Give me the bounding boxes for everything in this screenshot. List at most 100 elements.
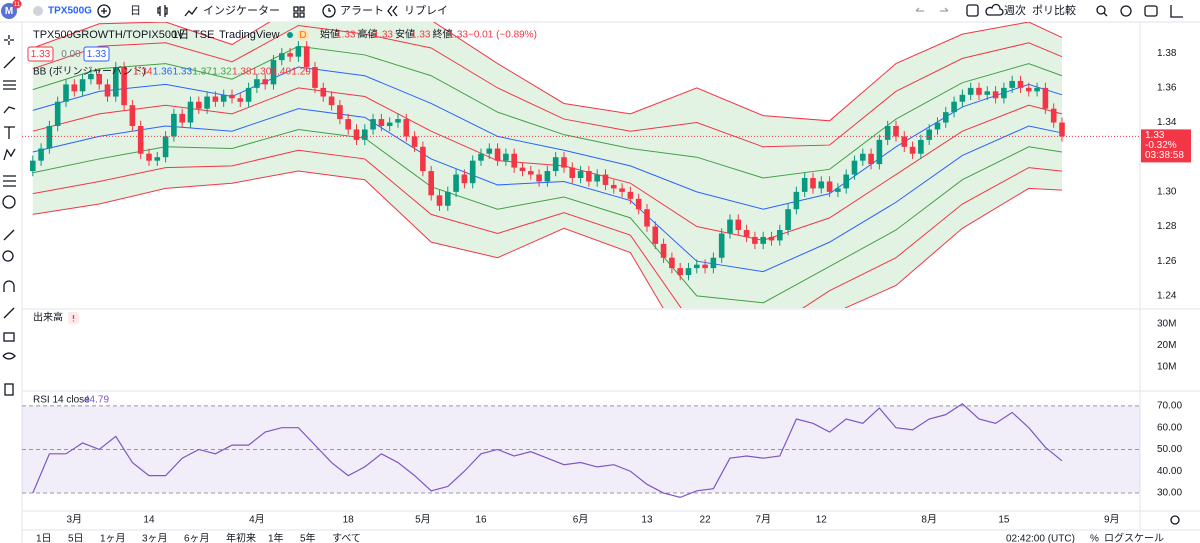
pattern-tool[interactable] xyxy=(3,148,16,161)
price-box[interactable] xyxy=(27,46,54,62)
x-tick-label: 6月 xyxy=(573,514,589,526)
candle-body xyxy=(652,226,659,244)
add-symbol-plus xyxy=(101,8,107,14)
zoom-tool[interactable] xyxy=(2,250,14,262)
trendline-tool[interactable] xyxy=(3,56,16,69)
price-tag-change: -0.32% xyxy=(1145,140,1177,151)
visibility-tool[interactable] xyxy=(2,352,16,360)
candle-body xyxy=(685,268,692,276)
range-button[interactable]: 1日 xyxy=(36,534,52,543)
range-button[interactable]: すべて xyxy=(332,533,361,543)
compare-button[interactable]: ポリ比較 xyxy=(1032,3,1076,17)
candle-body xyxy=(270,60,277,85)
add-symbol-icon[interactable] xyxy=(97,4,111,18)
candle-body xyxy=(262,79,268,85)
emoji-tool[interactable] xyxy=(2,195,16,209)
ohlc-value: 1.33 xyxy=(336,30,356,41)
replay-button[interactable]: リプレイ xyxy=(404,4,448,17)
axis-settings-icon[interactable] xyxy=(1170,515,1180,525)
price-tag: 1.33-0.32%03:38:58 xyxy=(1141,129,1191,163)
candle-body xyxy=(154,157,161,161)
range-button[interactable]: 1ヶ月 xyxy=(100,533,126,543)
candle-body xyxy=(229,94,235,99)
candle-body xyxy=(577,171,584,178)
more-icon[interactable] xyxy=(1170,5,1183,18)
candle-body xyxy=(976,87,982,95)
candle-body xyxy=(835,188,841,192)
candle-body xyxy=(237,98,244,102)
candle-body xyxy=(46,126,53,149)
price-box[interactable] xyxy=(83,46,110,62)
band-line xyxy=(32,149,1063,308)
range-button[interactable]: 6ヶ月 xyxy=(184,533,210,543)
weekly-button[interactable]: 週次 xyxy=(1004,3,1026,17)
x-tick-label: 16 xyxy=(475,515,487,526)
delete-tool[interactable] xyxy=(4,383,14,396)
fullscreen-icon[interactable] xyxy=(966,4,979,17)
settings-icon[interactable] xyxy=(1120,5,1132,17)
bb-value: 1.38 xyxy=(232,67,252,78)
candle-body xyxy=(486,148,493,154)
fib-tool[interactable] xyxy=(3,80,16,90)
candle-body xyxy=(586,171,592,182)
candle-body xyxy=(561,157,567,168)
range-button[interactable]: 5日 xyxy=(68,534,84,543)
magnet-tool[interactable] xyxy=(3,280,15,292)
candle-body xyxy=(503,153,509,161)
crosshair-tool[interactable] xyxy=(4,35,14,45)
interval-button[interactable]: 日 xyxy=(130,5,141,17)
x-tick-label: 5月 xyxy=(415,514,431,526)
layout-icon[interactable] xyxy=(293,6,305,18)
undo-icon[interactable] xyxy=(915,7,924,12)
symbol-button[interactable]: TPX500G xyxy=(48,6,92,17)
candle-body xyxy=(926,129,932,140)
chart-type-icon[interactable] xyxy=(157,5,168,17)
candle-body xyxy=(121,67,127,106)
search-icon[interactable] xyxy=(1096,5,1108,17)
candle-body xyxy=(810,178,816,189)
candle-body xyxy=(735,219,742,230)
range-button[interactable]: 3ヶ月 xyxy=(142,533,168,543)
candle-body xyxy=(669,257,675,269)
indicators-icon xyxy=(184,6,198,17)
text-tool[interactable] xyxy=(4,126,15,139)
range-button[interactable]: 年初来 xyxy=(226,532,256,543)
candle-body xyxy=(660,243,667,258)
indicators-button[interactable]: インジケーター xyxy=(203,4,280,17)
x-tick-label: 4月 xyxy=(249,514,265,526)
candle-body xyxy=(63,84,69,102)
candle-body xyxy=(104,84,111,97)
candle-body xyxy=(527,171,534,175)
candle-body xyxy=(88,74,94,80)
candle-body xyxy=(544,171,551,182)
brush-tool[interactable] xyxy=(3,106,16,114)
lock-tool[interactable] xyxy=(3,332,15,342)
candle-body xyxy=(245,87,252,102)
percent-toggle[interactable]: % xyxy=(1090,534,1099,543)
bb-value: 1.37 xyxy=(192,67,212,78)
stay-drawing-tool[interactable] xyxy=(3,307,15,319)
candle-body xyxy=(942,112,949,123)
ohlc-label: 終値 xyxy=(433,28,453,41)
snapshot-icon[interactable] xyxy=(1144,5,1158,17)
candle-body xyxy=(129,105,136,126)
prediction-tool[interactable] xyxy=(3,175,16,187)
avatar[interactable] xyxy=(1,3,17,19)
symbol-icon xyxy=(33,6,43,16)
alert-button[interactable]: アラート xyxy=(340,5,384,17)
ohlc-label: 高値 xyxy=(358,28,378,41)
x-tick-label: 22 xyxy=(700,515,712,526)
range-button[interactable]: 1年 xyxy=(268,532,284,543)
redo-icon[interactable] xyxy=(940,7,949,12)
band-line xyxy=(32,66,1063,210)
y-tick-label: 30.00 xyxy=(1157,488,1182,499)
x-tick-label: 9月 xyxy=(1104,514,1120,526)
log-toggle[interactable]: ログスケール xyxy=(1104,532,1164,543)
candle-body xyxy=(96,74,102,85)
candle-body xyxy=(428,171,434,196)
ruler-tool[interactable] xyxy=(3,229,15,241)
candle-body xyxy=(536,174,542,182)
rsi-band xyxy=(22,405,1140,494)
range-button[interactable]: 5年 xyxy=(300,532,316,543)
